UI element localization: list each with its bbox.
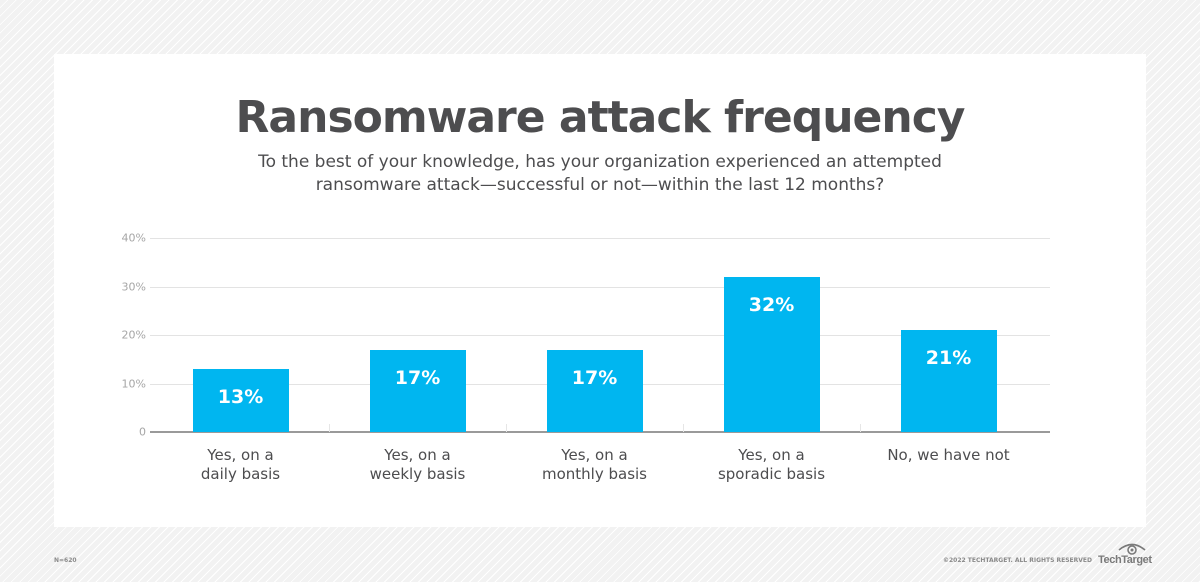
category-separator (506, 424, 507, 432)
eye-icon (1118, 543, 1146, 555)
chart-subtitle: To the best of your knowledge, has your … (54, 151, 1146, 197)
bar-value-label: 13% (217, 385, 264, 408)
y-tick-label: 20% (121, 328, 146, 342)
category-separator (860, 424, 861, 432)
y-tick-label: 40% (121, 231, 146, 245)
y-tick-label: 10% (121, 377, 146, 390)
x-category-label: Yes, on a weekly basis (369, 446, 466, 483)
bar: 32% (723, 276, 820, 432)
x-axis-line (150, 431, 1050, 433)
bar: 21% (900, 330, 997, 432)
techtarget-logo: TechTarget (1098, 541, 1152, 569)
bar-value-label: 32% (748, 293, 795, 316)
y-tick-label: 0 (139, 425, 146, 439)
sample-size-note: N=620 (54, 557, 77, 564)
bar: 17% (546, 349, 643, 432)
gridline (150, 335, 1050, 336)
logo-text: TechTarget (1098, 554, 1152, 566)
bar: 13% (192, 368, 289, 432)
x-category-label: Yes, on a monthly basis (541, 446, 647, 483)
gridline (150, 238, 1050, 239)
gridline (150, 286, 1050, 288)
subtitle-line-2: ransomware attack—successful or not—with… (315, 175, 885, 195)
copyright-text: ©2022 TECHTARGET. ALL RIGHTS RESERVED (942, 557, 1092, 564)
bar-value-label: 17% (571, 366, 618, 389)
plot-area: 0 10% 20% 30% 40% 13% Yes, on a daily basis 17%… (122, 232, 1050, 483)
y-tick-label: 30% (121, 280, 146, 293)
chart-title: Ransomware attack frequency (235, 92, 966, 143)
subtitle-line-1: To the best of your knowledge, has your … (258, 152, 942, 172)
bar: 17% (369, 349, 466, 432)
x-category-label: Yes, on a daily basis (200, 446, 281, 483)
bar-value-label: 17% (394, 366, 441, 389)
chart-card: Ransomware attack frequency To the best … (54, 54, 1146, 527)
category-separator (329, 424, 330, 432)
x-category-label: Yes, on a sporadic basis (717, 446, 826, 483)
category-separator (683, 424, 684, 432)
bar-value-label: 21% (925, 347, 972, 370)
x-category-label: No, we have not (887, 446, 1010, 464)
